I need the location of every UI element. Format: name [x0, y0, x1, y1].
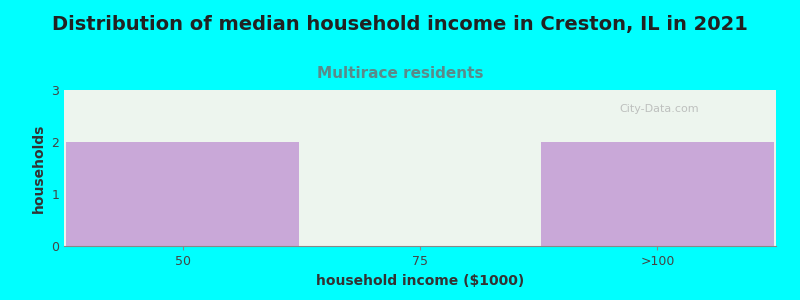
Bar [541, 142, 774, 246]
Text: Distribution of median household income in Creston, IL in 2021: Distribution of median household income … [52, 15, 748, 34]
Bar [66, 142, 299, 246]
Text: City-Data.com: City-Data.com [619, 104, 699, 114]
Y-axis label: households: households [31, 123, 46, 213]
X-axis label: household income ($1000): household income ($1000) [316, 274, 524, 288]
Text: Multirace residents: Multirace residents [317, 66, 483, 81]
